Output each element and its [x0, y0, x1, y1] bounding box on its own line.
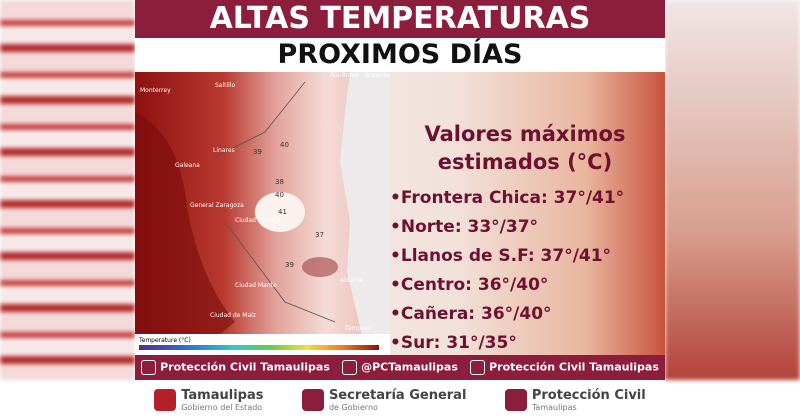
contour-label: 41 [278, 208, 287, 216]
hot-zone [135, 112, 235, 355]
city-label: Ciudad Victoria [235, 217, 281, 224]
hot-spot [302, 257, 338, 277]
heading-line: Valores máximos [424, 122, 626, 146]
logo-main: Protección Civil [531, 387, 646, 403]
legend-title: Temperature (°C) [138, 337, 191, 344]
info-item: •Centro: 36°/40° [390, 275, 549, 295]
social-icon [470, 360, 486, 375]
colorbar [139, 345, 379, 350]
contour-label: 38 [275, 178, 284, 186]
map: Monterrey Saltillo Linares Galeana General Z… [135, 72, 390, 355]
social-text: Protección Civil Tamaulipas [160, 360, 330, 374]
city-label: Río Bravo [330, 72, 359, 79]
info-item: •Cañera: 36°/40° [390, 304, 552, 324]
background-left [0, 0, 135, 380]
social-icon [342, 360, 358, 375]
border [214, 81, 336, 323]
logo-icon [504, 389, 527, 411]
logo-sub: de Gobierno [328, 402, 378, 412]
city-label: Aldama [340, 277, 363, 284]
cool-zone [255, 192, 305, 232]
logo-sub: Tamaulipas [531, 402, 577, 412]
social-text: @PCTamaulipas [361, 360, 458, 374]
background-right [665, 0, 800, 380]
info-item: •Frontera Chica: 37°/41° [390, 188, 625, 208]
city-label: Linares [213, 147, 235, 154]
item-list: •Frontera Chica: 37°/41° •Norte: 33°/37° •… [390, 184, 660, 358]
logo-text: Secretaría General de Gobierno [328, 387, 467, 412]
contour-label: 40 [275, 191, 284, 199]
city-label: General Zaragoza [190, 202, 244, 209]
logo-text: Protección Civil Tamaulipas [531, 387, 646, 412]
footer-logo: Tamaulipas Gobierno del Estado [154, 387, 264, 412]
info: Valores máximos estimados (°C) •Frontera … [390, 120, 660, 358]
logo-icon [154, 389, 177, 411]
social-bar: Protección Civil Tamaulipas @PCTamaulipas… [135, 355, 665, 380]
footer-logo: Protección Civil Tamaulipas [504, 387, 646, 412]
info-item: •Norte: 33°/37° [390, 217, 539, 237]
contour-label: 39 [285, 261, 294, 269]
subtitle: PROXIMOS DÍAS [135, 38, 665, 72]
footer-logo: Secretaría General de Gobierno [301, 387, 467, 412]
contour-label: 37 [315, 231, 324, 239]
contour-label: 39 [253, 148, 262, 156]
sea [340, 72, 390, 355]
footer: Tamaulipas Gobierno del Estado Secretaría … [135, 380, 665, 420]
logo-text: Tamaulipas Gobierno del Estado [181, 387, 264, 412]
logo-sub: Gobierno del Estado [181, 402, 263, 412]
logo-icon [301, 389, 324, 411]
city-label: Tampico [344, 325, 370, 332]
social-entry: @PCTamaulipas [342, 360, 458, 375]
heading-line: estimados (°C) [437, 150, 613, 174]
social-icon [141, 360, 157, 375]
contour-label: 40 [280, 141, 289, 149]
title: ALTAS TEMPERATURAS [135, 0, 665, 38]
social-entry: Protección Civil Tamaulipas [141, 360, 330, 375]
social-entry: Protección Civil Tamaulipas [470, 360, 659, 375]
social-text: Protección Civil Tamaulipas [489, 360, 659, 374]
logo-main: Secretaría General [328, 387, 467, 403]
city-label: Brownsville [365, 72, 390, 79]
logo-main: Tamaulipas [181, 387, 264, 403]
info-item: •Sur: 31°/35° [390, 333, 517, 353]
city-label: Ciudad de Maíz [210, 312, 256, 319]
info-heading: Valores máximos estimados (°C) [390, 120, 660, 176]
city-label: Saltillo [215, 82, 236, 89]
city-label: Ciudad Mante [235, 282, 277, 289]
info-item: •Llanos de S.F: 37°/41° [390, 246, 612, 266]
city-label: Galeana [175, 162, 200, 169]
city-label: Monterrey [140, 87, 171, 94]
